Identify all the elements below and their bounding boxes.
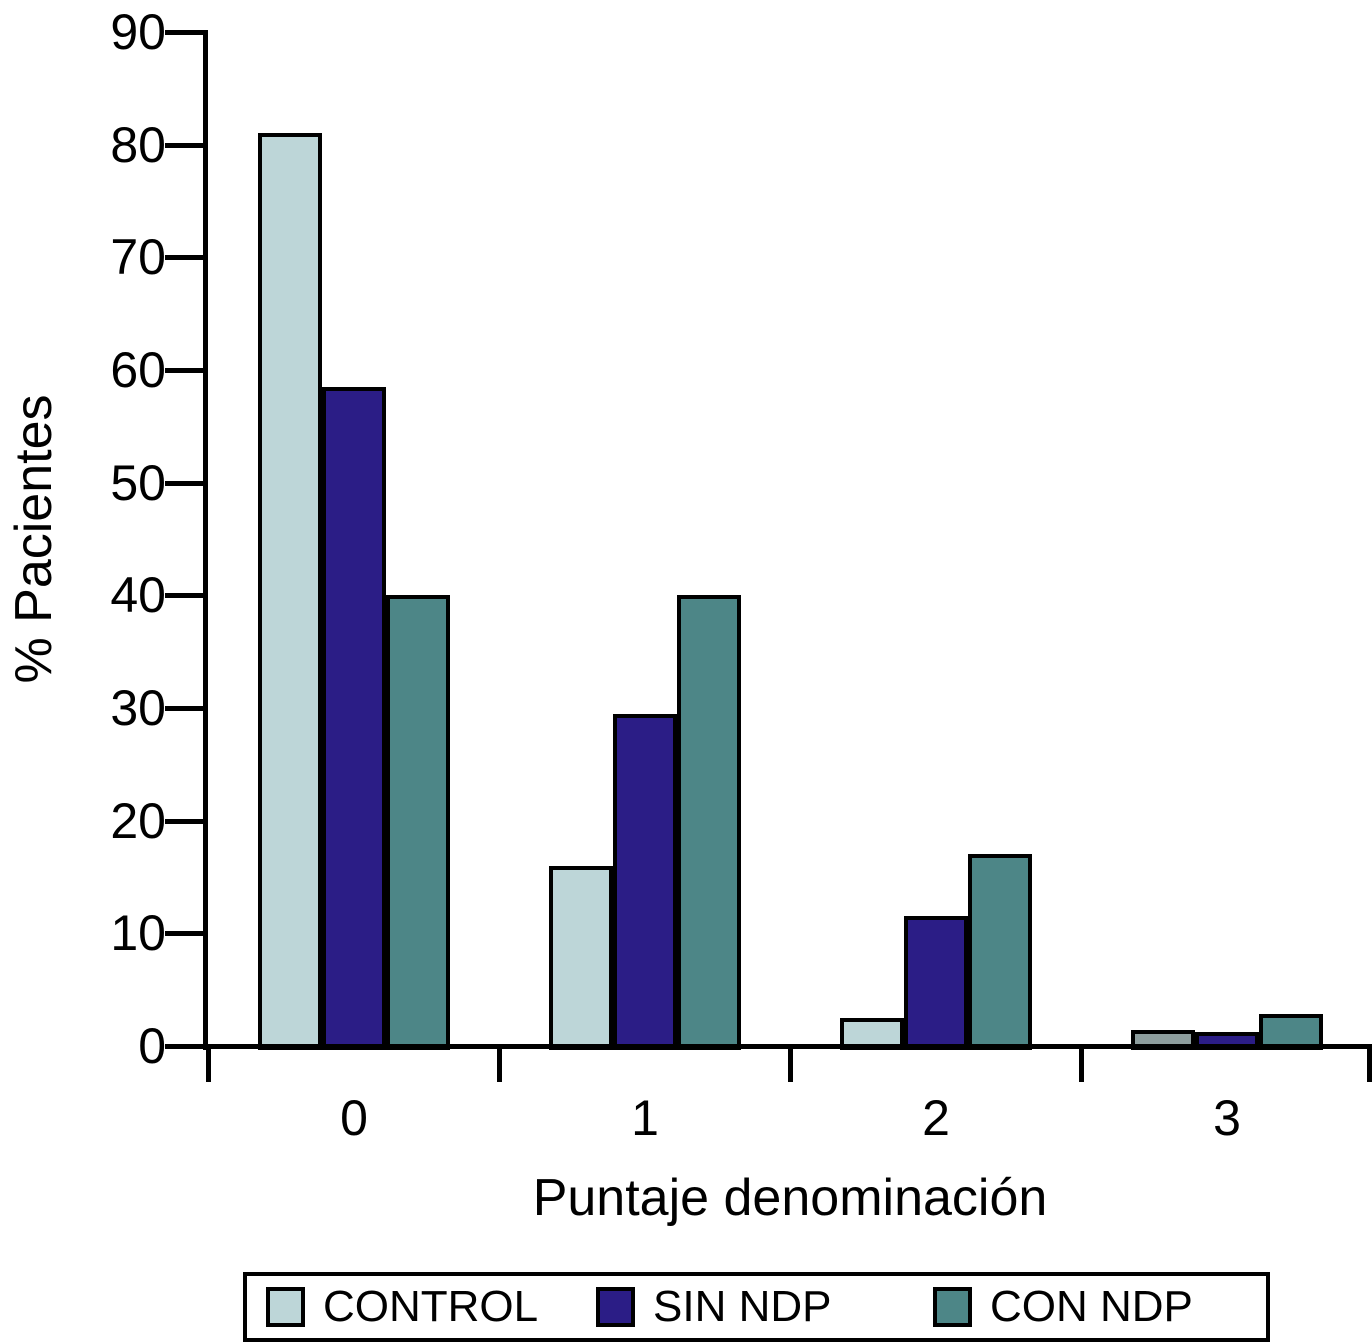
legend-label-control: CONTROL [323, 1282, 539, 1331]
x-tick-label: 0 [340, 1090, 368, 1146]
bar-con-ndp-1 [677, 595, 741, 1050]
bar-sin-ndp-2 [904, 916, 968, 1050]
y-tick-label: 0 [138, 1018, 166, 1074]
legend-item-con-ndp: CON NDP [933, 1276, 1193, 1338]
x-tick [788, 1046, 793, 1082]
y-tick-label: 60 [110, 342, 166, 398]
x-tick-label: 3 [1213, 1090, 1241, 1146]
x-tick-label: 2 [922, 1090, 950, 1146]
y-tick-label: 10 [110, 905, 166, 961]
y-tick [165, 819, 203, 824]
y-tick [165, 1044, 203, 1049]
y-tick [165, 143, 203, 148]
x-tick [497, 1046, 502, 1082]
legend-swatch-con-ndp [933, 1287, 972, 1327]
y-tick-label: 30 [110, 680, 166, 736]
legend-swatch-control [266, 1287, 305, 1327]
legend-item-control: CONTROL [266, 1276, 538, 1338]
y-tick-label: 70 [110, 229, 166, 285]
legend: CONTROL SIN NDP CON NDP [243, 1272, 1270, 1342]
y-tick [165, 706, 203, 711]
x-axis-line [190, 1044, 1372, 1049]
bar-con-ndp-0 [386, 595, 450, 1050]
bar-sin-ndp-1 [613, 714, 677, 1050]
bar-sin-ndp-0 [322, 387, 386, 1050]
y-tick-label: 50 [110, 455, 166, 511]
y-tick [165, 368, 203, 373]
legend-swatch-sin-ndp [596, 1287, 635, 1327]
y-axis-title: % Pacientes [5, 394, 63, 684]
y-tick-label: 80 [110, 117, 166, 173]
x-axis-title: Puntaje denominación [532, 1169, 1048, 1227]
y-axis-line [203, 30, 208, 1050]
legend-item-sin-ndp: SIN NDP [596, 1276, 831, 1338]
bar-con-ndp-2 [968, 854, 1032, 1050]
x-tick [1367, 1046, 1372, 1082]
y-tick [165, 255, 203, 260]
legend-label-con-ndp: CON NDP [990, 1282, 1193, 1331]
bar-control-0 [258, 133, 322, 1050]
x-tick [206, 1046, 211, 1082]
bar-control-1 [549, 866, 613, 1050]
y-tick-label: 20 [110, 793, 166, 849]
x-tick [1079, 1046, 1084, 1082]
y-tick [165, 931, 203, 936]
y-tick [165, 481, 203, 486]
y-tick [165, 593, 203, 598]
legend-label-sin-ndp: SIN NDP [653, 1282, 832, 1331]
y-tick [165, 30, 203, 35]
y-tick-label: 40 [110, 567, 166, 623]
y-tick-label: 90 [110, 4, 166, 60]
x-tick-label: 1 [631, 1090, 659, 1146]
